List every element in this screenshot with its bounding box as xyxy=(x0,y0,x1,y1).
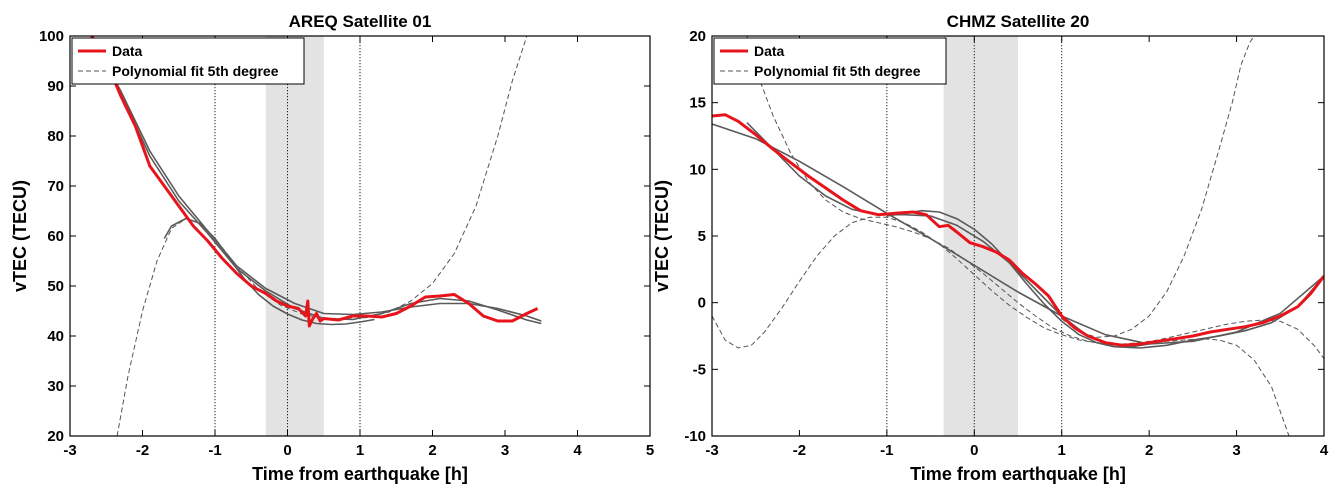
chart2-shaded-region xyxy=(943,36,1018,436)
chart2-xlabel: Time from earthquake [h] xyxy=(910,464,1126,484)
chart2-series-gray-dashed-6 xyxy=(1061,36,1255,338)
chart1-xtick-label: 5 xyxy=(646,442,654,459)
chart1-xtick-label: 4 xyxy=(573,442,582,459)
chart2-xtick-label: 2 xyxy=(1145,442,1153,459)
chart2-legend-label-data: Data xyxy=(754,43,785,59)
chart1-xtick-label: -3 xyxy=(63,442,76,459)
chart2-xtick-label: 4 xyxy=(1320,442,1329,459)
chart1-series-gray-solid-1 xyxy=(91,38,542,322)
chart1-xtick-label: 3 xyxy=(501,442,509,459)
chart2-xtick-label: 3 xyxy=(1232,442,1240,459)
chart2-ytick-label: 20 xyxy=(689,28,706,45)
chart2-series-gray-dashed-4 xyxy=(712,216,1290,436)
chart2-title: CHMZ Satellite 20 xyxy=(947,12,1090,31)
chart1-ytick-label: 30 xyxy=(47,378,64,395)
chart2-xtick-label: -2 xyxy=(793,442,806,459)
chart2-series-red-solid-0 xyxy=(712,113,1324,347)
chart2-xtick-label: 1 xyxy=(1058,442,1066,459)
chart2-series-gray-solid-3 xyxy=(886,209,1167,348)
chart2-series-gray-solid-2 xyxy=(746,122,1324,349)
chart2-xtick-label: -1 xyxy=(880,442,893,459)
chart1-ytick-label: 20 xyxy=(47,428,64,445)
chart1-xtick-label: 1 xyxy=(356,442,364,459)
chart1-legend: Data Polynomial fit 5th degree xyxy=(71,37,305,85)
chart1-ytick-label: 90 xyxy=(47,78,64,95)
chart1-xtick-label: 2 xyxy=(428,442,436,459)
chart1-ytick-label: 100 xyxy=(39,28,64,45)
chart1-shaded-region xyxy=(265,36,324,436)
chart2-ylabel: vTEC (TECU) xyxy=(652,180,672,292)
chart2-ytick-label: 0 xyxy=(698,295,706,312)
chart1-ytick-label: 50 xyxy=(47,278,64,295)
chart2-ytick-label: 10 xyxy=(689,161,706,178)
chart1-series-gray-solid-3 xyxy=(163,217,375,326)
chart1-ytick-label: 80 xyxy=(47,128,64,145)
chart2-xtick-label: 0 xyxy=(970,442,978,459)
chart1-xtick-label: -1 xyxy=(208,442,221,459)
chart2-ytick-label: 15 xyxy=(689,95,706,112)
chart1-legend-label-data: Data xyxy=(112,43,143,59)
chart2-ytick-label: -5 xyxy=(693,361,706,378)
chart1-ylabel: vTEC (TECU) xyxy=(10,180,30,292)
chart1-ytick-label: 70 xyxy=(47,178,64,195)
chart1-panel: -3 -2 -1 0 1 2 3 4 5 20 30 40 50 60 70 80 90 100 AREQ Sate… xyxy=(10,12,654,484)
chart1-xlabel: Time from earthquake [h] xyxy=(252,464,468,484)
chart1-ytick-label: 40 xyxy=(47,328,64,345)
chart2-series-gray-dashed-5 xyxy=(746,36,1324,359)
chart1-plot-area xyxy=(90,36,542,436)
chart1-legend-box xyxy=(71,37,305,85)
chart2-legend: Data Polynomial fit 5th degree xyxy=(713,37,947,85)
chart2-legend-box xyxy=(713,37,947,85)
chart1-xtick-label: 0 xyxy=(283,442,291,459)
chart2-xtick-label: -3 xyxy=(705,442,718,459)
chart1-title: AREQ Satellite 01 xyxy=(289,12,432,31)
chart2-legend-label-fit: Polynomial fit 5th degree xyxy=(754,63,921,79)
chart2-ytick-label: 5 xyxy=(698,228,706,245)
chart1-xtick-label: -2 xyxy=(136,442,149,459)
chart2-plot-area xyxy=(712,36,1324,436)
chart1-legend-label-fit: Polynomial fit 5th degree xyxy=(112,63,279,79)
chart1-ytick-label: 60 xyxy=(47,228,64,245)
chart2-ytick-label: -10 xyxy=(684,428,706,445)
chart1-series-red-solid-0 xyxy=(90,36,539,328)
